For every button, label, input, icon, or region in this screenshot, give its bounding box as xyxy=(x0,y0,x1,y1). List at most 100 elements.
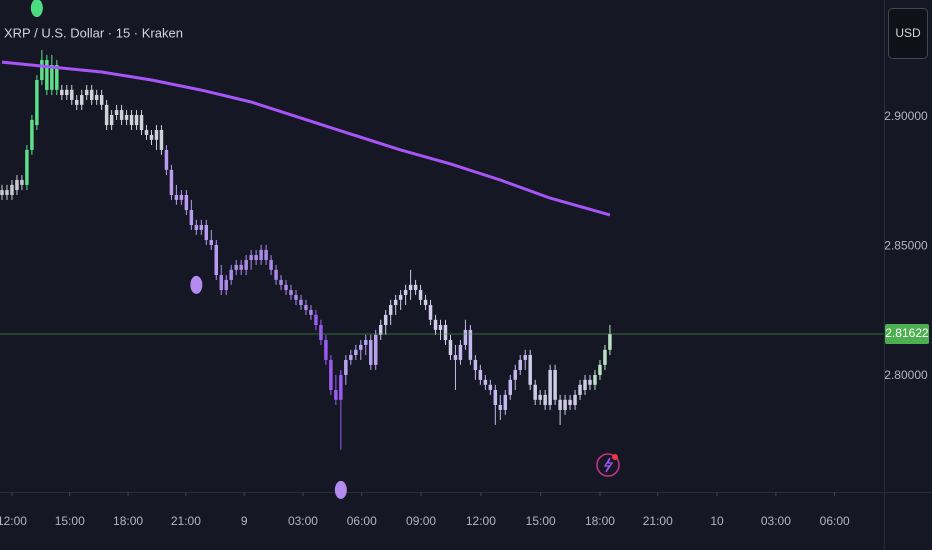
candle-body xyxy=(189,210,194,226)
candle-body xyxy=(129,114,134,126)
alert-icon-ring xyxy=(596,453,620,477)
candle-body xyxy=(94,95,99,100)
x-tick-label: 06:00 xyxy=(347,514,377,528)
candle-body xyxy=(279,279,283,285)
candle-body xyxy=(114,110,119,115)
candle-body xyxy=(603,349,607,365)
candle-body xyxy=(89,89,94,100)
candle-body xyxy=(299,299,303,306)
candle-body xyxy=(329,359,333,390)
candle-body xyxy=(224,279,228,291)
candle-body xyxy=(334,389,338,400)
candle-body xyxy=(388,305,393,315)
candle-body xyxy=(538,394,542,400)
currency-label[interactable]: USD xyxy=(895,26,921,40)
candle-body xyxy=(65,89,69,96)
candle-body xyxy=(373,334,378,365)
candle-body xyxy=(50,64,54,90)
candle-body xyxy=(259,249,263,260)
candle-body xyxy=(473,359,478,371)
candle-body xyxy=(453,355,458,360)
candle-body xyxy=(393,299,398,306)
candle-body xyxy=(124,114,129,120)
x-tick-label: 21:00 xyxy=(171,514,201,528)
candle-body xyxy=(403,290,408,295)
candle-body xyxy=(423,299,428,306)
candle-body xyxy=(119,110,124,120)
currency-button[interactable] xyxy=(888,8,928,59)
last-price-box xyxy=(885,323,929,344)
candle-body xyxy=(478,370,483,380)
candle-body xyxy=(40,60,44,81)
signal-marker xyxy=(190,275,203,294)
candle-body xyxy=(60,89,64,96)
candle-body xyxy=(174,194,179,200)
candle-body xyxy=(149,134,154,140)
y-tick-label: 2.80000 xyxy=(884,368,928,382)
candle-body xyxy=(169,169,174,195)
candle-body xyxy=(35,80,39,126)
candle-body xyxy=(154,129,159,140)
candle-body xyxy=(284,284,288,291)
candle-body xyxy=(368,339,373,365)
candle-body xyxy=(578,384,582,395)
candle-body xyxy=(99,95,104,105)
candle-body xyxy=(194,225,199,230)
x-tick-label: 21:00 xyxy=(643,514,673,528)
candle-body xyxy=(508,379,513,395)
x-tick-label: 12:00 xyxy=(0,514,27,528)
plot-area xyxy=(0,0,884,499)
signal-marker xyxy=(30,0,43,18)
candle-body xyxy=(309,309,313,315)
candle-body xyxy=(608,333,612,350)
signal-marker xyxy=(334,480,347,499)
candle-body xyxy=(254,255,258,260)
candle-body xyxy=(304,305,308,310)
candle-body xyxy=(528,355,532,385)
candle-body xyxy=(583,379,587,390)
candle-body xyxy=(518,359,522,371)
candle-body xyxy=(0,190,4,195)
candle-body xyxy=(488,384,493,390)
candle-body xyxy=(413,284,418,291)
candle-body xyxy=(15,179,19,191)
x-tick-label: 09:00 xyxy=(406,514,436,528)
candle-body xyxy=(244,259,248,270)
candle-body xyxy=(289,290,293,295)
candle-body xyxy=(239,264,243,270)
candle-body xyxy=(264,249,268,260)
candle-body xyxy=(443,324,448,340)
alert-icon-bolt xyxy=(603,457,614,473)
candle-body xyxy=(179,194,184,200)
candle-body xyxy=(159,129,164,150)
candle-body xyxy=(598,364,602,375)
candle-body xyxy=(339,374,343,400)
candle-body xyxy=(548,370,552,405)
candle-body xyxy=(209,240,214,245)
candle-body xyxy=(30,119,34,150)
candle-body xyxy=(458,344,463,360)
candle-body xyxy=(593,374,597,385)
x-tick-label: 03:00 xyxy=(761,514,791,528)
candle-body xyxy=(448,339,453,356)
y-tick-label: 2.90000 xyxy=(884,109,928,123)
candle-body xyxy=(274,269,278,280)
candle-body xyxy=(5,190,9,195)
x-tick-label: 03:00 xyxy=(288,514,318,528)
alert-icon[interactable] xyxy=(596,453,620,477)
candle-body xyxy=(418,290,423,300)
x-tick-label: 15:00 xyxy=(526,514,556,528)
candle-body xyxy=(319,324,323,340)
candle-body xyxy=(553,370,557,400)
candle-body xyxy=(398,294,403,300)
moving-average xyxy=(1,60,611,217)
candle-body xyxy=(84,89,89,96)
candle-body xyxy=(219,275,223,291)
candle-body xyxy=(25,149,29,185)
candle-body xyxy=(523,355,527,360)
candle-body xyxy=(483,379,488,385)
candle-body xyxy=(234,264,238,270)
x-tick-label: 12:00 xyxy=(466,514,496,528)
